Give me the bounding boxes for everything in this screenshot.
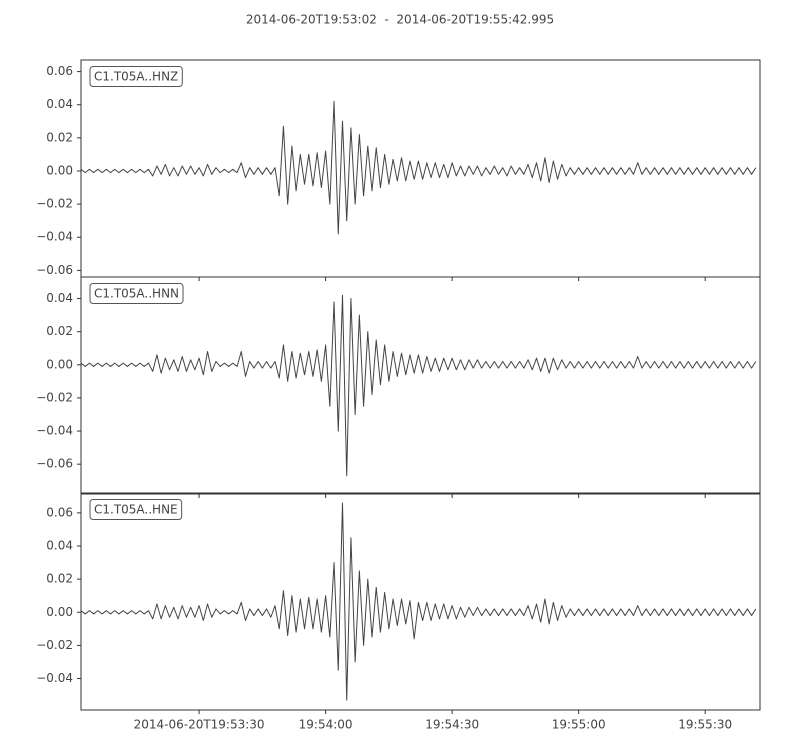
- x-tick-label: 2014-06-20T19:53:30: [134, 718, 265, 732]
- x-tick-label: 19:54:30: [425, 718, 479, 732]
- legend-label: C1.T05A..HNE: [94, 503, 178, 517]
- x-tick-label: 19:55:00: [552, 718, 606, 732]
- y-tick-label: 0.02: [46, 572, 73, 586]
- panel-frame: [80, 276, 761, 495]
- y-tick-label: 0.00: [46, 605, 73, 619]
- y-tick-label: 0.06: [46, 64, 73, 78]
- y-tick-label: −0.06: [36, 263, 73, 277]
- y-tick-label: 0.00: [46, 357, 73, 371]
- y-tick-label: 0.06: [46, 505, 73, 519]
- y-tick-label: −0.04: [36, 230, 73, 244]
- y-tick-label: 0.04: [46, 291, 73, 305]
- y-tick-label: −0.02: [36, 638, 73, 652]
- x-tick-label: 19:54:00: [299, 718, 353, 732]
- legend-label: C1.T05A..HNZ: [94, 70, 178, 84]
- y-tick-label: −0.04: [36, 424, 73, 438]
- y-tick-label: 0.02: [46, 324, 73, 338]
- waveform: [81, 100, 757, 235]
- y-tick-label: −0.02: [36, 390, 73, 404]
- legend-box: [89, 66, 183, 87]
- y-tick-label: 0.00: [46, 163, 73, 177]
- legend-box: [89, 283, 184, 304]
- y-tick-label: 0.02: [46, 130, 73, 144]
- x-tick-label: 19:55:30: [678, 718, 732, 732]
- figure-title: 2014-06-20T19:53:02 - 2014-06-20T19:55:4…: [246, 13, 554, 27]
- waveform: [81, 502, 757, 701]
- y-tick-label: 0.04: [46, 97, 73, 111]
- y-tick-label: −0.06: [36, 457, 73, 471]
- legend-label: C1.T05A..HNN: [94, 287, 179, 301]
- y-tick-label: −0.04: [36, 671, 73, 685]
- legend-box: [89, 499, 183, 520]
- y-tick-label: −0.02: [36, 197, 73, 211]
- waveform: [81, 294, 757, 477]
- panel-frame: [80, 492, 761, 711]
- y-tick-label: 0.04: [46, 539, 73, 553]
